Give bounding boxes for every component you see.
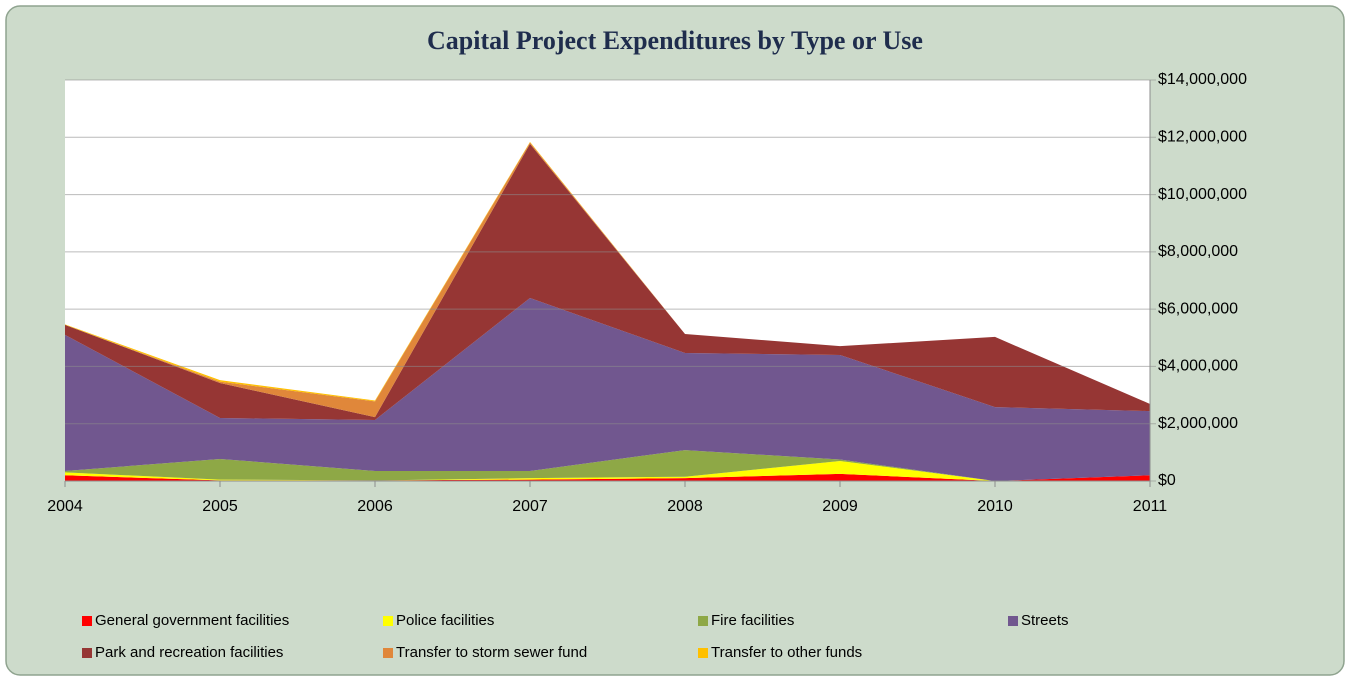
area (65, 297, 1150, 481)
legend-label: General government facilities (95, 612, 289, 629)
y-tick-label: $0 (1158, 472, 1176, 489)
y-tick-label: $12,000,000 (1158, 129, 1247, 146)
x-tick-label: 2005 (202, 498, 238, 515)
legend-label: Transfer to other funds (711, 644, 862, 661)
legend-swatch (383, 616, 393, 626)
legend-swatch (1008, 616, 1018, 626)
legend-label: Streets (1021, 612, 1069, 629)
x-tick-label: 2008 (667, 498, 703, 515)
legend-label: Park and recreation facilities (95, 644, 283, 661)
legend-label: Fire facilities (711, 612, 794, 629)
area (65, 460, 1150, 481)
x-tick-label: 2007 (512, 498, 548, 515)
y-tick-label: $8,000,000 (1158, 243, 1238, 260)
legend-swatch (698, 616, 708, 626)
y-tick-label: $2,000,000 (1158, 415, 1238, 432)
x-tick-label: 2006 (357, 498, 393, 515)
legend-label: Police facilities (396, 612, 494, 629)
legend-swatch (698, 648, 708, 658)
area (65, 143, 1150, 420)
legend-swatch (82, 616, 92, 626)
y-tick-label: $10,000,000 (1158, 186, 1247, 203)
x-tick-label: 2010 (977, 498, 1013, 515)
area (65, 473, 1150, 481)
area (65, 450, 1150, 481)
x-tick-label: 2009 (822, 498, 858, 515)
chart-title: Capital Project Expenditures by Type or … (427, 26, 923, 55)
legend-label: Transfer to storm sewer fund (396, 644, 587, 661)
y-tick-label: $6,000,000 (1158, 300, 1238, 317)
y-tick-label: $4,000,000 (1158, 358, 1238, 375)
x-tick-label: 2004 (47, 498, 83, 515)
legend-swatch (82, 648, 92, 658)
x-tick-label: 2011 (1133, 498, 1168, 515)
legend-swatch (383, 648, 393, 658)
y-tick-label: $14,000,000 (1158, 71, 1247, 88)
